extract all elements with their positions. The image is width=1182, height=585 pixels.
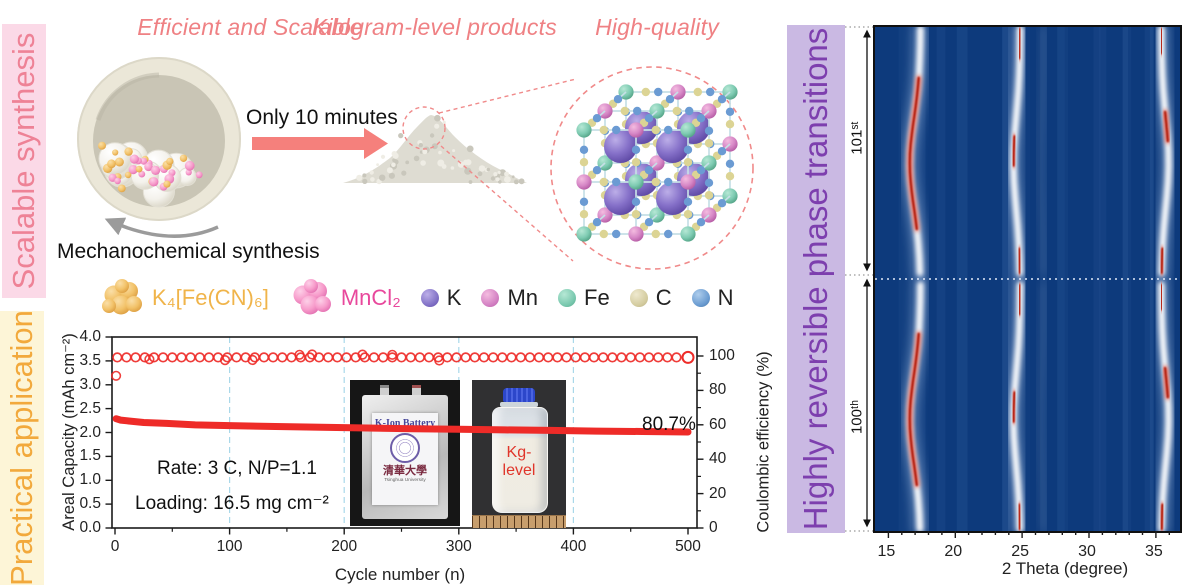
- method-label: Mechanochemical synthesis: [57, 240, 320, 263]
- banner-scalable-synthesis: Scalable synthesis: [2, 24, 46, 298]
- seal-calligraphy: 清華大學: [383, 465, 427, 477]
- legend-label-mncl2: MnCl₂: [340, 285, 401, 310]
- pouch-tab: [380, 385, 389, 399]
- C-sphere-icon: [629, 289, 648, 307]
- Mn-sphere-icon: [481, 289, 500, 307]
- x-axis-label: Cycle number (n): [334, 565, 466, 584]
- xrd-heatmap-canvas: [875, 21, 1180, 537]
- pouch-label: K-Ion Battery 清華大學 Tsinghua University: [372, 413, 438, 505]
- cycling-performance-chart: K-Ion Battery 清華大學 Tsinghua University K…: [46, 328, 791, 585]
- legend: K₄[Fe(CN)₆] MnCl₂ K Mn Fe C N: [100, 272, 733, 324]
- banner-practical-application-label: Practical application: [4, 310, 39, 585]
- y-left-tick-label: 1.5: [79, 447, 101, 465]
- y-left-tick-label: 2.0: [79, 423, 101, 441]
- legend-label-N: N: [717, 285, 734, 310]
- ruler: [472, 515, 566, 528]
- xrd-x-tick-label: 20: [944, 543, 963, 560]
- y-left-tick-label: 1.0: [79, 471, 101, 489]
- banner-practical-application: Practical application: [0, 310, 44, 585]
- N-sphere-icon: [691, 289, 710, 307]
- xrd-heatmap: [873, 21, 1182, 537]
- legend-label-C: C: [655, 285, 672, 310]
- y-left-tick-label: 3.5: [79, 351, 101, 369]
- synthesis-scheme-art: [77, 57, 754, 270]
- step2-title: Kilogram-level products: [312, 14, 557, 40]
- y-right-tick-label: 20: [709, 484, 727, 502]
- K-sphere-icon: [420, 289, 439, 307]
- seal-subtext: Tsinghua University: [384, 477, 426, 483]
- arrow-label: Only 10 minutes: [246, 106, 398, 129]
- legend-item-element-K: K: [420, 285, 462, 311]
- cycle-100-label: 100ᵗʰ: [848, 399, 866, 435]
- pouch-tab: [412, 385, 421, 399]
- legend-item-element-Mn: Mn: [481, 285, 538, 311]
- x-tick-label: 200: [331, 538, 358, 555]
- banner-phase-transitions-label: Highly reversible phase transitions: [797, 27, 834, 531]
- legend-item-element-C: C: [629, 285, 672, 311]
- rate-annotation: Rate: 3 C, N/P=1.1: [157, 458, 317, 479]
- crystal-structure: [550, 66, 754, 270]
- cycle-range-arrows: [845, 26, 873, 532]
- xrd-x-axis-label: 2 Theta (degree): [1001, 559, 1129, 578]
- xrd-x-tick-label: 35: [1145, 543, 1163, 560]
- bottle-cap: [503, 388, 535, 402]
- y-axis-label-right: Coulombic efficiency (%): [754, 351, 773, 533]
- y-left-tick-label: 0.5: [79, 495, 101, 513]
- y-left-tick-label: 0.0: [79, 519, 101, 536]
- powder-pile: [343, 114, 527, 185]
- kg-level-label: Kg-level: [502, 444, 536, 479]
- cycle-101-label: 101ˢᵗ: [848, 121, 866, 155]
- reagent-bottle: Kg-level: [492, 388, 548, 513]
- process-arrow-icon: [252, 128, 388, 159]
- xrd-x-ticks: [887, 531, 1170, 538]
- kg-bottle-photo-inset: Kg-level: [472, 380, 566, 528]
- legend-label-k4fecn6: K₄[Fe(CN)₆]: [152, 285, 269, 310]
- y-right-tick-label: 0: [709, 519, 718, 536]
- xrd-x-tick-label: 30: [1078, 543, 1096, 560]
- y-left-tick-label: 4.0: [79, 328, 101, 345]
- xrd-x-tick-label: 25: [1011, 543, 1030, 560]
- step3-title: High-quality: [595, 14, 719, 40]
- y-right-tick-label: 40: [709, 450, 727, 468]
- x-tick-label: 100: [216, 538, 243, 555]
- x-tick-label: 400: [560, 538, 587, 555]
- y-left-tick-label: 2.5: [79, 399, 101, 417]
- y-right-tick-label: 60: [709, 415, 727, 433]
- y-right-tick-label: 100: [709, 347, 735, 364]
- rotation-arrow-icon: [104, 217, 219, 238]
- banner-phase-transitions: Highly reversible phase transitions: [787, 25, 845, 533]
- pouch-cell-photo-inset: K-Ion Battery 清華大學 Tsinghua University: [350, 380, 460, 526]
- step1-title: Efficient and Scalable: [137, 14, 363, 40]
- pouch-title: K-Ion Battery: [374, 418, 436, 429]
- x-tick-label: 300: [445, 538, 472, 555]
- pink-cluster-icon: [293, 279, 331, 315]
- y-right-tick-label: 80: [709, 381, 727, 399]
- yellow-cluster-icon: [102, 279, 142, 315]
- legend-item-element-Fe: Fe: [558, 285, 610, 311]
- legend-item-element-N: N: [691, 285, 734, 311]
- legend-label-Fe: Fe: [584, 285, 610, 310]
- ball-mill-jar: [77, 57, 241, 221]
- magnifier-dashed-marks: [402, 78, 577, 262]
- tsinghua-seal-icon: [390, 433, 420, 463]
- pouch-cell: K-Ion Battery 清華大學 Tsinghua University: [362, 395, 448, 519]
- legend-label-K: K: [446, 285, 462, 310]
- loading-annotation: Loading: 16.5 mg cm⁻²: [135, 493, 329, 514]
- legend-item-reactant-k4fecn6: K₄[Fe(CN)₆]: [100, 277, 269, 319]
- retention-annotation: 80.7%: [642, 414, 696, 435]
- legend-label-Mn: Mn: [507, 285, 538, 310]
- x-tick-label: 500: [675, 538, 701, 555]
- x-tick-label: 0: [110, 538, 120, 555]
- xrd-x-tick-label: 15: [877, 543, 896, 560]
- bottle-neck: [500, 402, 538, 407]
- banner-scalable-synthesis-label: Scalable synthesis: [6, 32, 41, 290]
- legend-item-reactant-mncl2: MnCl₂: [289, 277, 401, 319]
- y-left-tick-label: 3.0: [79, 375, 101, 393]
- Fe-sphere-icon: [558, 289, 576, 307]
